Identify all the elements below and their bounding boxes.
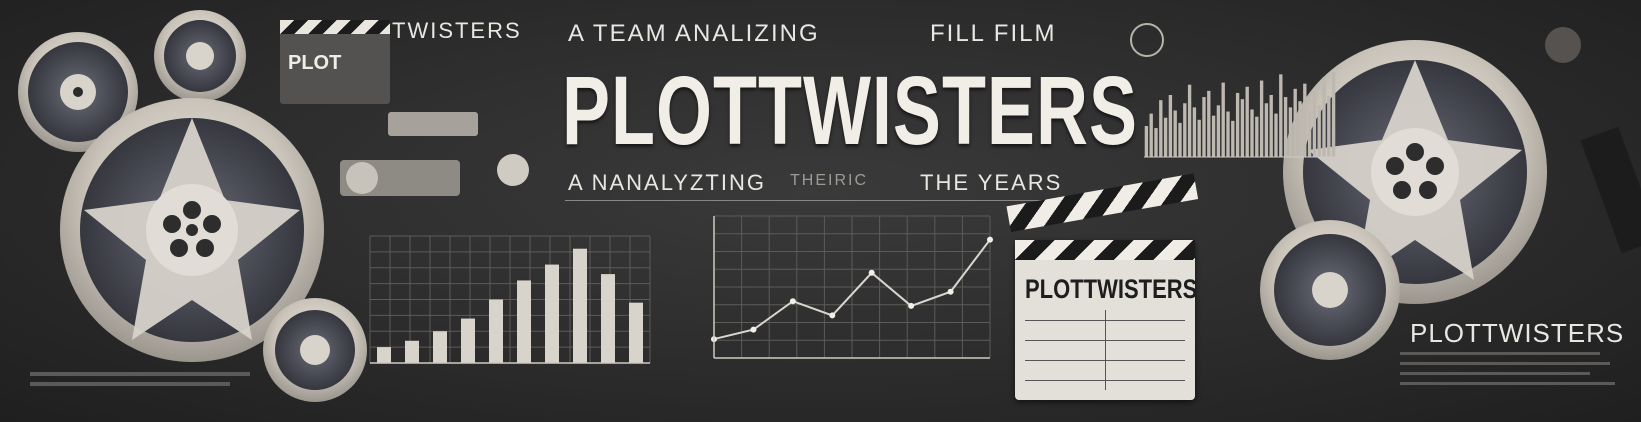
bar [1317,105,1321,157]
bar [433,331,447,363]
bar [1298,101,1302,157]
bar [1192,107,1197,157]
bar [1197,119,1201,157]
circle-icon [1545,27,1581,63]
bar [1322,77,1326,157]
right-label: PLOTTWISTERS [1410,318,1625,348]
tagline-bottom-mid: THEIRIC [790,172,868,189]
film-camera-icon [340,112,478,196]
bar [1327,96,1331,157]
bar [1259,80,1264,157]
bar [377,347,391,363]
bar [1255,116,1259,157]
film-reel-icon [263,298,367,402]
bar [1144,126,1149,157]
chart-grid [713,215,991,359]
bar-chart [369,235,651,364]
bar [1207,90,1211,157]
bar [1149,113,1153,157]
point [868,269,875,276]
circle-icon [1130,23,1164,57]
bar [517,280,531,363]
bar [1168,95,1173,157]
bar [1274,113,1278,157]
clapper-left-label: TWISTERS [392,18,522,43]
bar [1307,111,1312,157]
film-reel-icon [1260,220,1400,360]
bar [1250,109,1254,157]
bar [1235,92,1240,157]
bar [1231,120,1235,157]
bar [1240,99,1245,157]
film-reel-icon [154,10,246,102]
bar [405,340,419,363]
bar [601,274,615,363]
clapper-right-label: PLOTTWISTERS [1025,274,1198,304]
decor-lines [30,352,1615,386]
clapperboard-icon: PLOT [280,20,390,104]
tagline-bottom-left: A NANALYZTING [568,170,766,195]
clapperboard-icon: PLOTTWISTERS [1006,173,1199,400]
tagline-top-left: A TEAM ANALIZING [568,20,820,47]
bar [1264,103,1269,157]
bar [1159,100,1163,157]
bar [1211,115,1216,157]
point [987,236,993,243]
bar [1173,110,1177,157]
bar [489,299,503,363]
bar [1279,74,1283,157]
bar [1216,105,1221,157]
bar [1183,103,1187,157]
point [750,326,757,333]
bar [1331,72,1336,157]
clapper-left-slate: PLOT [288,52,342,74]
point [947,288,954,295]
bar [1202,97,1206,157]
main-title: PLOTTWISTERS [562,57,1138,166]
point [908,302,915,309]
bar [1187,84,1192,157]
bar [1221,82,1225,157]
series-line [713,239,991,341]
point [829,312,836,319]
bar [1269,95,1273,157]
bar [1226,111,1230,157]
bar [545,264,559,363]
bar [1303,83,1307,157]
bar [1293,88,1297,157]
bar [1178,122,1182,157]
bar [1312,91,1317,157]
bar [629,302,643,363]
bar [461,318,475,363]
tagline-bottom-right: THE YEARS [920,170,1063,195]
film-reel-icon [18,32,138,152]
bar [1283,97,1288,157]
dense-bar-chart [1144,72,1336,158]
film-reel-icon [60,98,324,362]
film-strip-icon [1580,126,1641,254]
circle-icon [497,154,529,186]
bar [1163,117,1168,157]
tagline-top-right: FILL FILM [930,20,1057,47]
line-chart [711,215,993,359]
point [789,298,796,305]
bar [1154,128,1158,157]
bar [1245,86,1249,157]
title-divider [565,200,1075,201]
bar [573,248,587,363]
bar [1288,107,1293,157]
